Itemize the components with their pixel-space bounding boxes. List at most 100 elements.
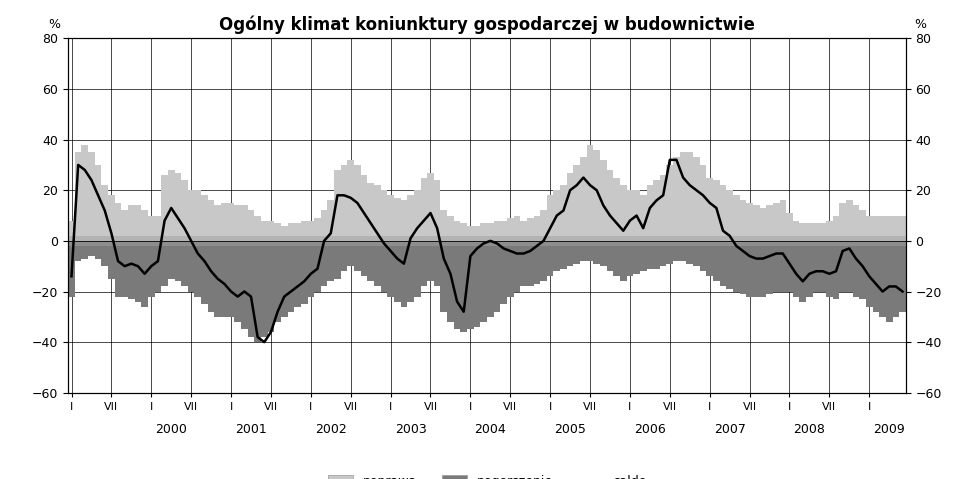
- Bar: [82, 145, 88, 241]
- Bar: [334, 170, 341, 241]
- Bar: [501, 221, 506, 241]
- Bar: [567, 241, 574, 266]
- Bar: [294, 241, 301, 307]
- Bar: [320, 241, 327, 286]
- Bar: [268, 221, 275, 241]
- Bar: [826, 221, 833, 241]
- Bar: [202, 195, 207, 241]
- Bar: [341, 241, 348, 271]
- Bar: [254, 241, 261, 342]
- Bar: [388, 195, 393, 241]
- Bar: [275, 223, 281, 241]
- Bar: [108, 195, 115, 241]
- Bar: [506, 218, 513, 241]
- Bar: [281, 226, 287, 241]
- Bar: [654, 241, 659, 269]
- Bar: [673, 157, 680, 241]
- Bar: [713, 241, 720, 281]
- Bar: [793, 241, 800, 297]
- Bar: [614, 241, 620, 276]
- Bar: [727, 241, 733, 289]
- Text: %: %: [48, 18, 59, 31]
- Bar: [727, 190, 733, 241]
- Bar: [600, 241, 607, 266]
- Bar: [506, 241, 513, 297]
- Bar: [733, 195, 739, 241]
- Bar: [115, 203, 122, 241]
- Text: 2005: 2005: [554, 423, 586, 436]
- Bar: [287, 241, 294, 312]
- Bar: [148, 216, 155, 241]
- Text: %: %: [915, 18, 926, 31]
- Bar: [327, 241, 334, 281]
- Bar: [819, 223, 826, 241]
- Bar: [772, 241, 779, 292]
- Bar: [128, 205, 134, 241]
- Bar: [115, 241, 122, 297]
- Bar: [699, 241, 706, 271]
- Bar: [473, 241, 480, 327]
- Bar: [527, 218, 534, 241]
- Bar: [94, 165, 101, 241]
- Bar: [494, 241, 501, 312]
- Bar: [852, 205, 859, 241]
- Bar: [480, 223, 487, 241]
- Bar: [241, 241, 247, 330]
- Bar: [428, 241, 433, 281]
- Bar: [859, 210, 866, 241]
- Bar: [866, 241, 873, 307]
- Bar: [892, 241, 899, 317]
- Bar: [720, 241, 727, 286]
- Bar: [174, 172, 181, 241]
- Bar: [447, 216, 454, 241]
- Bar: [421, 178, 428, 241]
- Bar: [281, 241, 287, 317]
- Bar: [421, 241, 428, 286]
- Bar: [873, 216, 880, 241]
- Bar: [687, 241, 693, 263]
- Text: 2002: 2002: [315, 423, 347, 436]
- Bar: [793, 221, 800, 241]
- Bar: [586, 145, 593, 241]
- Bar: [501, 241, 506, 304]
- Bar: [819, 241, 826, 292]
- Bar: [614, 178, 620, 241]
- Bar: [487, 241, 494, 317]
- Bar: [367, 182, 374, 241]
- Bar: [886, 241, 892, 322]
- Bar: [108, 241, 115, 279]
- Bar: [607, 241, 614, 271]
- Bar: [760, 208, 767, 241]
- Bar: [833, 216, 840, 241]
- Bar: [400, 200, 407, 241]
- Bar: [620, 185, 626, 241]
- Bar: [620, 241, 626, 281]
- Bar: [541, 241, 546, 281]
- Bar: [162, 175, 168, 241]
- Bar: [706, 178, 713, 241]
- Bar: [581, 241, 586, 261]
- Bar: [607, 170, 614, 241]
- Bar: [381, 190, 388, 241]
- Bar: [767, 241, 772, 294]
- Bar: [101, 185, 108, 241]
- Bar: [786, 213, 793, 241]
- Text: 2000: 2000: [155, 423, 187, 436]
- Text: 2006: 2006: [634, 423, 666, 436]
- Bar: [141, 241, 148, 307]
- Bar: [433, 241, 440, 286]
- Bar: [354, 165, 360, 241]
- Bar: [247, 210, 254, 241]
- Bar: [626, 241, 633, 276]
- Bar: [214, 241, 221, 317]
- Bar: [593, 150, 600, 241]
- Bar: [779, 200, 786, 241]
- Bar: [254, 216, 261, 241]
- Bar: [68, 221, 75, 241]
- Bar: [812, 223, 819, 241]
- Bar: [388, 241, 393, 297]
- Bar: [235, 205, 241, 241]
- Bar: [134, 241, 141, 302]
- Bar: [155, 216, 162, 241]
- Bar: [188, 241, 195, 292]
